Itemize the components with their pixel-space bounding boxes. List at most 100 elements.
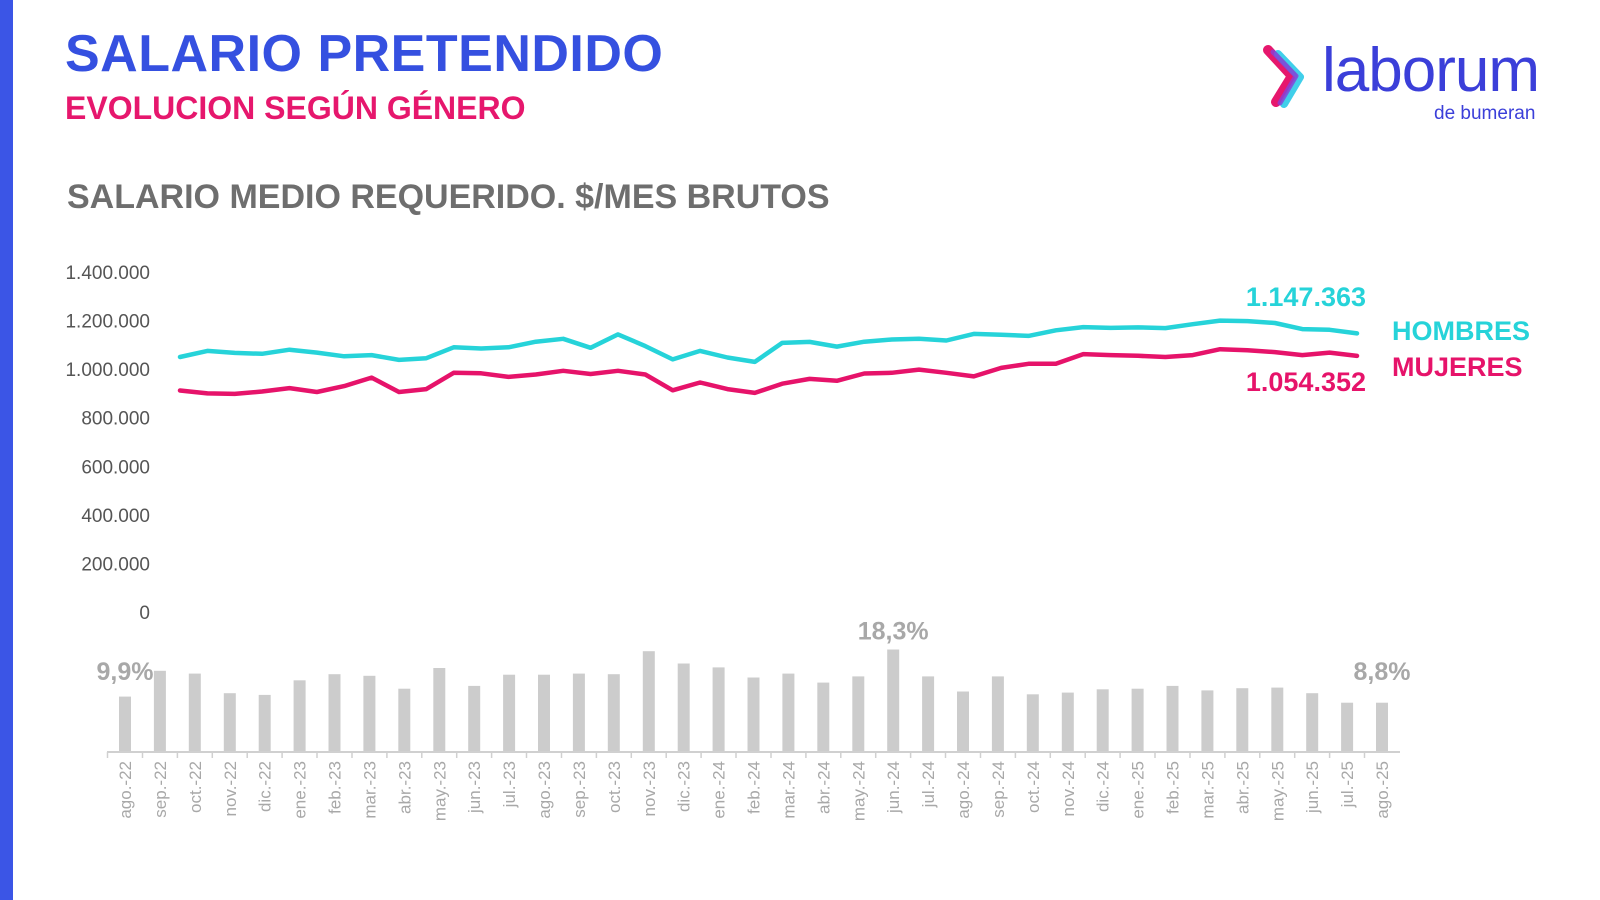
month-label: jul.-25 [1338,761,1357,808]
gap-bar [1096,689,1109,752]
gap-bar [1306,693,1319,752]
month-label: jul.-23 [500,761,519,808]
gap-bar [1166,685,1179,752]
gap-bar [782,673,795,752]
month-label: may.-25 [1268,761,1287,821]
gap-bar [188,673,201,752]
series-line-mujeres [177,346,1360,397]
month-label: mar.-25 [1198,761,1217,819]
month-label: abr.-24 [814,761,833,814]
gap-bar [119,696,131,752]
y-tick-label: 400.000 [81,506,150,527]
gap-bar [572,673,585,752]
month-label: ene.-25 [1129,761,1148,819]
y-tick-label: 1.400.000 [65,263,150,284]
left-accent-bar [0,0,13,900]
month-label: jun.-23 [465,761,484,814]
gap-bar [328,674,341,752]
hombres-end-value: 1.147.363 [1246,282,1366,312]
y-tick-label: 600.000 [81,457,150,478]
month-label: sep.-24 [989,761,1008,818]
gap-bar [817,682,830,752]
month-label: nov.-24 [1059,761,1078,816]
month-label: oct.-24 [1024,761,1043,813]
gap-bar [712,667,725,752]
mujeres-series-label: MUJERES [1392,352,1523,382]
gap-bar [1061,692,1074,752]
month-label: sep.-22 [151,761,170,818]
gap-bar [1026,694,1039,752]
chart-title: SALARIO MEDIO REQUERIDO. $/MES BRUTOS [67,178,830,216]
gap-bar [398,688,411,752]
gap-bar [1341,702,1354,752]
month-label: abr.-23 [395,761,414,814]
month-label: mar.-24 [779,761,798,819]
month-label: ene.-23 [291,761,310,819]
mujeres-end-value: 1.054.352 [1246,367,1366,397]
month-label: feb.-25 [1164,761,1183,814]
bar-data-label: 8,8% [1354,658,1411,686]
logo-wordmark: laborum [1322,36,1540,105]
month-label: ene.-24 [710,761,729,819]
gap-bar [1376,702,1388,752]
month-label: abr.-25 [1233,761,1252,814]
month-label: ago.-25 [1373,761,1392,819]
y-tick-label: 0 [139,603,150,624]
bar-data-label: 9,9% [97,658,154,686]
month-label: dic.-23 [675,761,694,812]
laborum-logo: laborum de bumeran [1262,40,1562,130]
gap-bar [747,677,760,752]
month-label: may.-24 [849,761,868,821]
gap-bar [852,676,865,752]
gap-bar [153,670,166,752]
gap-bar [258,694,271,752]
month-label: jun.-25 [1303,761,1322,814]
y-tick-label: 200.000 [81,554,150,575]
y-tick-label: 800.000 [81,409,150,430]
month-label: ago.-22 [116,761,135,819]
month-label: nov.-23 [640,761,659,816]
gap-bar [957,691,969,752]
month-label: nov.-22 [221,761,240,816]
bar-data-label: 18,3% [858,618,929,646]
gap-bar [1131,688,1144,752]
gap-bar [503,674,516,752]
gap-bar [293,680,306,752]
laborum-chevron-icon [1263,45,1304,108]
y-tick-label: 1.000.000 [65,360,150,381]
gap-bar [433,668,446,752]
logo-tagline: de bumeran [1434,103,1536,124]
month-label: may.-23 [430,761,449,821]
hombres-series-label: HOMBRES [1392,316,1530,346]
month-label: oct.-22 [186,761,205,813]
gap-bar [991,676,1004,752]
gap-bar [1271,687,1284,752]
month-label: dic.-24 [1094,761,1113,812]
y-tick-label: 1.200.000 [65,312,150,333]
gap-bar [538,674,550,752]
gap-bar [677,663,690,752]
gap-bar [223,693,236,752]
month-label: mar.-23 [360,761,379,819]
month-label: ago.-23 [535,761,554,819]
gap-bar [1201,690,1214,752]
gap-bar [1236,688,1249,752]
gap-bar [607,674,620,752]
page-title: SALARIO PRETENDIDO [65,25,664,83]
month-label: sep.-23 [570,761,589,818]
month-label: feb.-23 [326,761,345,814]
month-label: feb.-24 [745,761,764,814]
gap-bar [642,651,655,752]
gap-bar [887,649,900,752]
gap-bar [468,685,481,752]
month-label: dic.-22 [256,761,275,812]
month-label: oct.-23 [605,761,624,813]
series-line-hombres [177,318,1360,365]
month-label: jun.-24 [884,761,903,814]
month-label: ago.-24 [954,761,973,819]
gap-bar [363,675,376,752]
page-subtitle: EVOLUCION SEGÚN GÉNERO [65,90,526,126]
month-label: jul.-24 [919,761,938,808]
gap-bar [922,676,935,752]
